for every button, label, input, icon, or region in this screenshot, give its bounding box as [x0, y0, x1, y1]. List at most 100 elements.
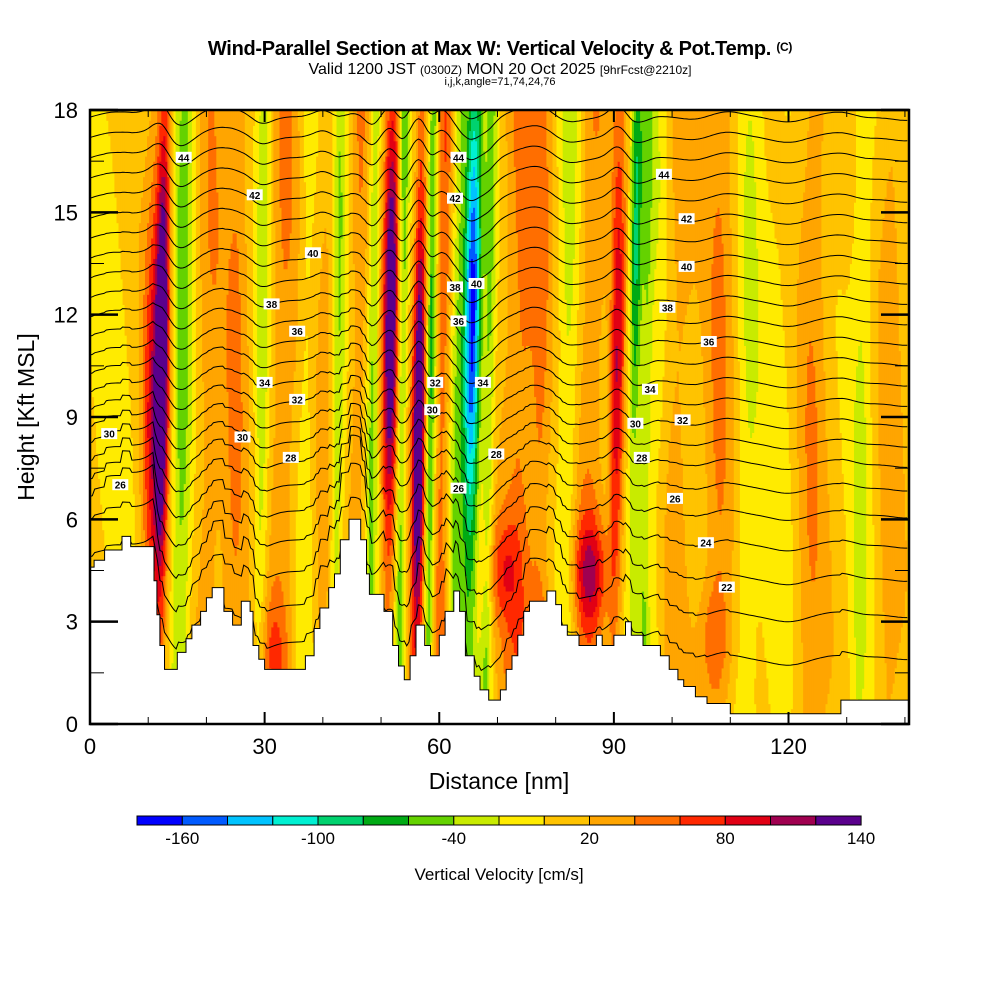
w-cell	[534, 110, 537, 398]
y-axis-title: Height [Kft MSL]	[13, 333, 39, 500]
w-cell	[491, 110, 494, 270]
w-cell	[495, 110, 498, 183]
w-cell	[634, 207, 637, 285]
w-cell	[405, 186, 409, 300]
w-cell	[159, 161, 162, 193]
w-cell	[234, 232, 238, 556]
w-cell	[611, 309, 615, 577]
w-cell	[422, 319, 425, 428]
w-cell	[163, 575, 166, 628]
w-cell	[845, 110, 849, 290]
w-cell	[473, 422, 476, 459]
w-cell	[880, 110, 884, 239]
w-cell	[297, 253, 301, 454]
w-cell	[574, 606, 578, 653]
w-cell	[721, 667, 725, 724]
contour-label: 40	[468, 278, 485, 291]
w-cell	[831, 611, 835, 658]
w-cell	[680, 110, 684, 341]
w-cell	[405, 406, 409, 724]
w-cell	[493, 596, 496, 638]
w-cell	[684, 314, 688, 566]
w-cell	[627, 191, 631, 724]
w-cell	[589, 601, 592, 618]
w-cell	[752, 140, 755, 433]
w-cell	[837, 289, 841, 398]
w-cell	[601, 483, 604, 525]
w-cell	[744, 171, 747, 346]
w-cell	[322, 243, 325, 689]
w-cell	[591, 550, 594, 597]
w-cell	[809, 110, 812, 341]
w-cell	[143, 110, 146, 178]
w-cell	[564, 110, 568, 300]
w-cell	[428, 161, 431, 306]
contour-label-text: 44	[453, 153, 465, 164]
w-cell	[145, 488, 148, 582]
x-tick-label: 30	[252, 734, 276, 759]
contour-label: 30	[627, 417, 644, 430]
colorbar-tick-label: 140	[847, 829, 875, 848]
w-cell	[821, 110, 824, 142]
w-cell	[468, 411, 472, 454]
w-cell	[218, 110, 221, 531]
w-cell	[432, 596, 435, 699]
contour-label: 42	[678, 213, 695, 226]
w-cell	[263, 463, 266, 577]
w-cell	[468, 493, 472, 536]
w-cell	[420, 544, 423, 582]
w-cell	[114, 197, 117, 613]
w-cell	[723, 601, 727, 659]
w-cell	[124, 335, 128, 653]
w-cell	[546, 493, 549, 577]
w-cell	[619, 253, 623, 387]
contour-label-box	[655, 168, 672, 180]
contour-label-box	[289, 393, 306, 405]
w-cell	[880, 237, 884, 546]
w-cell	[585, 110, 588, 474]
w-cell	[468, 248, 472, 413]
w-cell	[572, 110, 576, 259]
y-tick-label: 15	[54, 200, 78, 225]
w-cell	[393, 140, 397, 183]
w-cell	[432, 422, 435, 510]
theta-contour-41	[90, 158, 908, 202]
w-cell	[568, 110, 572, 331]
colorbar-swatch	[679, 815, 726, 826]
w-cell	[181, 519, 185, 724]
w-cell	[226, 110, 230, 295]
w-cell	[379, 150, 382, 270]
w-cell	[615, 110, 619, 178]
w-cell	[658, 110, 661, 152]
contour-label-text: 38	[662, 303, 674, 314]
w-cell	[491, 544, 494, 602]
contour-label-box	[450, 482, 467, 494]
w-cell	[308, 110, 311, 280]
w-cell	[399, 524, 403, 724]
contour-label: 36	[700, 336, 717, 349]
w-cell	[513, 468, 517, 526]
contour-label-text: 30	[630, 419, 642, 430]
w-cell	[662, 110, 666, 377]
theta-contour-42	[90, 138, 908, 181]
w-cell	[273, 222, 276, 439]
w-cell	[664, 330, 668, 515]
w-cell	[485, 273, 488, 546]
contour-label-text: 30	[104, 430, 116, 441]
w-cell	[585, 473, 588, 510]
w-cell	[483, 150, 486, 275]
w-cell	[416, 110, 419, 178]
w-cell	[365, 110, 368, 249]
w-cell	[424, 432, 427, 505]
w-cell	[212, 110, 215, 285]
w-cell	[224, 110, 228, 724]
w-cell	[198, 110, 201, 577]
w-cell	[868, 110, 871, 724]
contour-label-box	[468, 278, 485, 289]
w-cell	[210, 273, 213, 724]
w-cell	[603, 294, 606, 495]
w-cell	[530, 110, 533, 352]
w-cell	[835, 110, 839, 305]
contour-label: 26	[450, 482, 467, 495]
w-cell	[589, 509, 592, 531]
